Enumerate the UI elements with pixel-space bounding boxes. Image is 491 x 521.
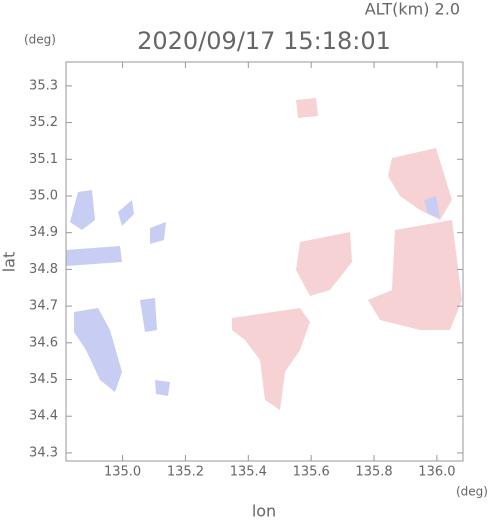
- y-tick-label: 34.3: [29, 445, 58, 460]
- x-tick-label: 136.0: [418, 465, 455, 480]
- x-unit: (deg): [456, 485, 488, 499]
- plot-frame: [65, 61, 464, 462]
- echo: [150, 222, 166, 244]
- y-tick-label: 34.6: [29, 335, 58, 350]
- y-tick-label: 34.7: [29, 299, 58, 314]
- echo: [66, 246, 122, 266]
- y-tick-label: 34.9: [29, 225, 58, 240]
- x-tick-label: 135.2: [167, 465, 204, 480]
- echo: [140, 298, 157, 332]
- echo: [424, 196, 440, 218]
- y-tick-label: 35.2: [29, 115, 58, 130]
- echo: [74, 308, 122, 392]
- y-tick-label: 34.5: [29, 372, 58, 387]
- x-tick-label: 135.8: [355, 465, 392, 480]
- y-unit: (deg): [24, 33, 56, 47]
- x-tick-label: 135.6: [293, 465, 330, 480]
- y-axis-label: lat: [0, 252, 19, 273]
- y-tick-label: 34.4: [29, 409, 58, 424]
- echo: [118, 200, 134, 226]
- y-tick-label: 35.1: [29, 152, 58, 167]
- x-axis-label: lon: [252, 502, 276, 521]
- altitude-label: ALT(km) 2.0: [365, 0, 460, 19]
- y-tick-label: 35.0: [29, 188, 58, 203]
- echo: [296, 98, 318, 118]
- echo: [368, 220, 462, 330]
- echo: [296, 232, 352, 296]
- radar-echoes: [66, 98, 462, 410]
- y-tick-label: 35.3: [29, 78, 58, 93]
- echo: [70, 190, 95, 230]
- chart-title: 2020/09/17 15:18:01: [137, 27, 391, 55]
- x-tick-label: 135.4: [230, 465, 267, 480]
- echo: [232, 308, 310, 410]
- x-tick-label: 135.0: [104, 465, 141, 480]
- echo: [155, 380, 170, 396]
- echo: [388, 148, 452, 220]
- y-tick-label: 34.8: [29, 262, 58, 277]
